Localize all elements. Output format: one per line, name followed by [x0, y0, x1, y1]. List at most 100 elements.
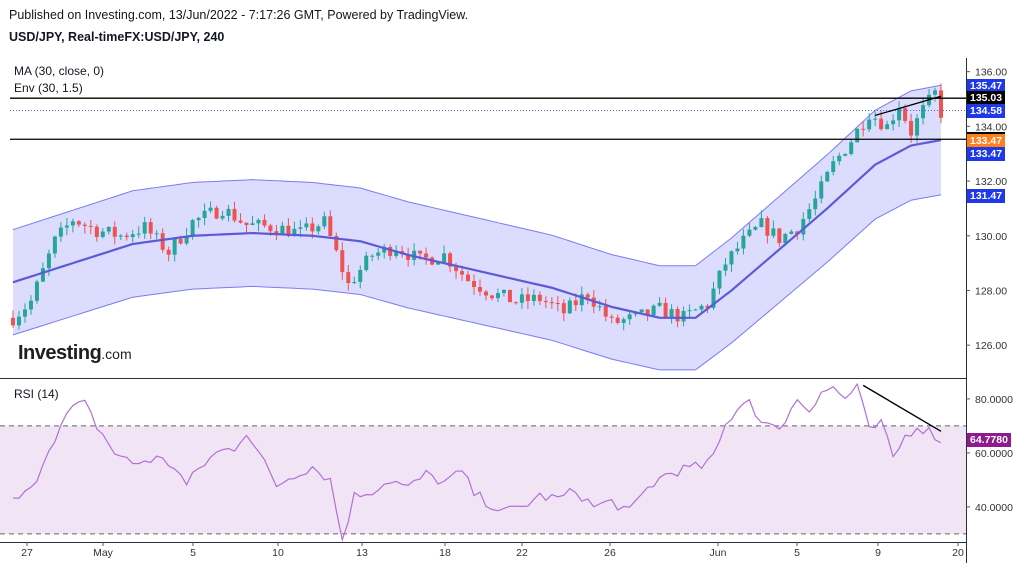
candle-body: [22, 309, 27, 317]
investing-logo: Investing.com: [18, 342, 132, 365]
candle-body: [687, 310, 692, 312]
candle-body: [358, 270, 363, 283]
rsi-value-tag: 64.7780: [967, 432, 1011, 447]
candle-body: [436, 262, 441, 265]
candle-body: [639, 309, 644, 313]
candle-body: [477, 287, 482, 292]
candle-body: [897, 108, 902, 121]
candle-body: [837, 155, 842, 162]
candle-body: [621, 319, 626, 323]
candle-body: [753, 227, 758, 230]
candle-body: [849, 142, 854, 154]
candle-body: [723, 264, 728, 271]
candle-body: [298, 227, 303, 229]
candle-body: [100, 231, 105, 237]
price-tag: 134.58: [967, 103, 1006, 118]
candle-body: [483, 291, 488, 296]
candle-body: [352, 282, 357, 284]
candle-body: [442, 253, 447, 263]
candle-body: [370, 255, 375, 257]
candle-body: [561, 303, 566, 314]
env-legend[interactable]: Env (30, 1.5): [14, 81, 83, 95]
ma-legend[interactable]: MA (30, close, 0): [14, 64, 105, 78]
candle-body: [681, 310, 686, 322]
candle-body: [172, 238, 177, 255]
candle-body: [256, 219, 261, 224]
candle-body: [328, 216, 333, 237]
published-line: Published on Investing.com, 13/Jun/2022 …: [9, 8, 469, 22]
candle-body: [729, 251, 734, 265]
rsi-legend[interactable]: RSI (14): [14, 387, 59, 401]
time-tick-label: 13: [356, 547, 368, 559]
rsi-tick-label: 40.0000: [975, 502, 1013, 514]
candle-body: [789, 231, 794, 234]
candle-body: [567, 300, 572, 314]
candle-body: [304, 223, 309, 228]
candle-body: [615, 317, 620, 323]
candle-body: [891, 120, 896, 125]
time-tick-label: 22: [516, 547, 528, 559]
candle-body: [627, 314, 632, 320]
candle-body: [70, 221, 75, 226]
candle-body: [16, 316, 21, 326]
candle-body: [160, 233, 165, 250]
price-tick-label: 132.00: [975, 176, 1007, 188]
candle-body: [513, 302, 518, 304]
candle-body: [52, 236, 57, 254]
candle-body: [879, 118, 884, 130]
candle-body: [525, 294, 530, 302]
rsi-band: [0, 425, 966, 534]
candle-body: [663, 302, 668, 318]
candle-body: [585, 294, 590, 298]
candle-body: [340, 250, 345, 273]
candle-body: [292, 228, 297, 237]
price-tag: 135.03: [967, 91, 1006, 106]
envelope-lower: [12, 194, 942, 371]
price-tag: 133.47: [967, 133, 1006, 148]
candle-body: [268, 225, 273, 232]
candle-body: [310, 223, 315, 232]
candle-body: [316, 226, 321, 232]
candle-body: [537, 294, 542, 301]
candle-body: [196, 217, 201, 221]
candle-body: [531, 294, 536, 302]
time-tick-label: 20: [952, 547, 964, 559]
candle-body: [184, 235, 189, 244]
price-tag: 133.47: [967, 147, 1006, 162]
candle-body: [376, 252, 381, 256]
candle-body: [448, 253, 453, 267]
candle-body: [555, 303, 560, 305]
candle-body: [202, 210, 207, 218]
candle-body: [603, 306, 608, 317]
candle-body: [711, 288, 716, 308]
price-tick-label: 126.00: [975, 340, 1007, 352]
candle-body: [232, 208, 237, 221]
candle-body: [543, 300, 548, 303]
time-tick-label: 10: [272, 547, 284, 559]
candle-body: [819, 181, 824, 199]
rsi-line: [12, 382, 942, 543]
candle-body: [142, 222, 147, 234]
candle-body: [154, 233, 159, 235]
candle-body: [220, 215, 225, 219]
candle-body: [783, 233, 788, 244]
candle-body: [519, 294, 524, 303]
price-tick-label: 130.00: [975, 231, 1007, 243]
envelope-upper: [12, 84, 942, 267]
candle-body: [136, 233, 141, 235]
candle-body: [873, 118, 878, 120]
envelope-band: [12, 85, 942, 370]
candle-body: [771, 228, 776, 236]
time-tick-label: May: [93, 547, 114, 559]
candle-body: [915, 118, 920, 136]
candle-body: [406, 254, 411, 260]
candle-body: [669, 309, 674, 318]
rsi-trendline: [862, 384, 942, 432]
candle-body: [885, 124, 890, 130]
candle-body: [286, 225, 291, 237]
candle-body: [238, 220, 243, 223]
candle-body: [717, 270, 722, 289]
candle-body: [507, 289, 512, 303]
candle-body: [250, 223, 255, 225]
